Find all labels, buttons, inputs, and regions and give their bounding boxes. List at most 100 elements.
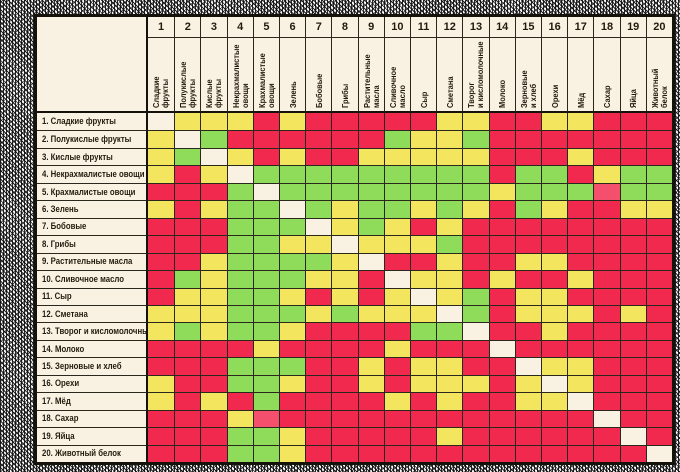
cell-r6-c7 (305, 200, 332, 218)
cell-r9-c20 (645, 252, 672, 271)
cell-r10-c11 (410, 270, 437, 288)
cell-r18-c13 (462, 409, 489, 428)
cell-r17-c12 (436, 392, 463, 410)
row-label-text: 13. Творог и кисломолочные (42, 326, 148, 338)
cell-r9-c4 (226, 252, 253, 271)
cell-r2-c16 (541, 130, 568, 148)
cell-r12-c11 (410, 304, 437, 323)
cell-r13-c17 (567, 322, 594, 340)
cell-r5-c1 (148, 182, 175, 201)
cell-r15-c5 (252, 357, 279, 375)
cell-r14-c6 (279, 339, 306, 358)
cell-r9-c6 (279, 252, 306, 271)
column-label-area: Полукислые фрукты (175, 38, 200, 111)
cell-r20-c13 (462, 444, 489, 462)
cell-r7-c4 (226, 217, 253, 236)
cell-r9-c19 (619, 252, 646, 271)
cell-r17-c7 (305, 392, 332, 410)
cell-r19-c3 (200, 427, 227, 445)
column-number: 12 (437, 17, 463, 38)
column-header-20: 20 Животный белок (645, 17, 672, 113)
cell-r6-c19 (619, 200, 646, 218)
cell-r1-c19 (619, 113, 646, 131)
cell-r6-c1 (148, 200, 175, 218)
cell-r11-c10 (383, 287, 410, 305)
cell-r3-c15 (514, 147, 541, 166)
cell-r16-c16 (541, 374, 568, 393)
cell-r8-c4 (226, 235, 253, 253)
cell-r3-c11 (410, 147, 437, 166)
cell-r3-c1 (148, 147, 175, 166)
row-label-3: 3. Кислые фрукты (37, 147, 148, 166)
row-label-text: 15. Зерновые и хлеб (42, 361, 122, 373)
cell-r15-c14 (488, 357, 515, 375)
cell-r18-c16 (541, 409, 568, 428)
cell-r7-c15 (514, 217, 541, 236)
cell-r8-c2 (174, 235, 201, 253)
cell-r5-c19 (619, 182, 646, 201)
column-number: 4 (227, 17, 253, 38)
cell-r6-c2 (174, 200, 201, 218)
column-label-line: фрукты (213, 79, 224, 108)
cell-r10-c8 (331, 270, 358, 288)
column-header-2: 2 Полукислые фрукты (174, 17, 201, 113)
cell-r19-c8 (331, 427, 358, 445)
row-label-text: 1. Сладкие фрукты (42, 116, 116, 128)
cell-r19-c16 (541, 427, 568, 445)
row-label-12: 12. Сметана (37, 304, 148, 323)
cell-r5-c10 (383, 182, 410, 201)
cell-r9-c14 (488, 252, 515, 271)
cell-r4-c12 (436, 165, 463, 183)
cell-r16-c1 (148, 374, 175, 393)
column-label-line: белок (658, 86, 669, 108)
cell-r1-c8 (331, 113, 358, 131)
column-label-area: Зерновые и хлеб (516, 38, 541, 111)
cell-r4-c10 (383, 165, 410, 183)
row-label-text: 8. Грибы (42, 238, 76, 250)
cell-r8-c12 (436, 235, 463, 253)
cell-r17-c8 (331, 392, 358, 410)
cell-r3-c10 (383, 147, 410, 166)
cell-r18-c6 (279, 409, 306, 428)
row-label-5: 5. Крахмалистые овощи (37, 182, 148, 201)
cell-r2-c9 (357, 130, 384, 148)
row-label-1: 1. Сладкие фрукты (37, 113, 148, 131)
row-label-11: 11. Сыр (37, 287, 148, 305)
column-label: Некрахмалистые овощи (231, 38, 250, 108)
column-label-line: Сахар (601, 85, 612, 108)
cell-r19-c1 (148, 427, 175, 445)
column-number: 7 (306, 17, 332, 38)
cell-r13-c8 (331, 322, 358, 340)
cell-r14-c12 (436, 339, 463, 358)
cell-r7-c17 (567, 217, 594, 236)
cell-r6-c6 (279, 200, 306, 218)
cell-r19-c19 (619, 427, 646, 445)
cell-r5-c13 (462, 182, 489, 201)
cell-r14-c5 (252, 339, 279, 358)
cell-r11-c20 (645, 287, 672, 305)
cell-r10-c14 (488, 270, 515, 288)
column-number: 8 (332, 17, 358, 38)
cell-r5-c20 (645, 182, 672, 201)
cell-r3-c16 (541, 147, 568, 166)
cell-r9-c2 (174, 252, 201, 271)
row-label-text: 4. Некрахмалистые овощи (42, 169, 145, 181)
cell-r18-c10 (383, 409, 410, 428)
cell-r14-c4 (226, 339, 253, 358)
cell-r20-c11 (410, 444, 437, 462)
cell-r17-c1 (148, 392, 175, 410)
cell-r11-c12 (436, 287, 463, 305)
cell-r2-c13 (462, 130, 489, 148)
cell-r11-c2 (174, 287, 201, 305)
column-label-line: Грибы (339, 83, 350, 108)
column-label-line: масла (370, 85, 381, 108)
cell-r12-c9 (357, 304, 384, 323)
cell-r17-c6 (279, 392, 306, 410)
row-label-4: 4. Некрахмалистые овощи (37, 165, 148, 183)
cell-r18-c7 (305, 409, 332, 428)
cell-r1-c6 (279, 113, 306, 131)
cell-r14-c2 (174, 339, 201, 358)
column-number: 18 (594, 17, 620, 38)
column-header-13: 13 Творог и кисломолочные (462, 17, 489, 113)
cell-r1-c15 (514, 113, 541, 131)
